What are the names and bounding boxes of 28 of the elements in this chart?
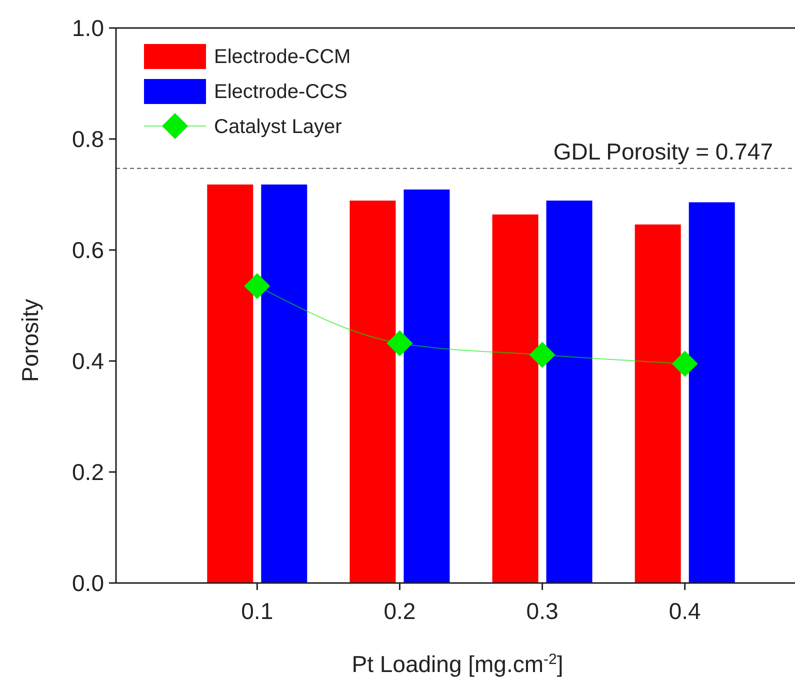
bar bbox=[688, 202, 735, 583]
point bbox=[672, 350, 698, 377]
point bbox=[244, 273, 270, 300]
bar bbox=[207, 184, 254, 583]
y-tick-label: 0.8 bbox=[72, 126, 104, 152]
y-tick-label: 0.0 bbox=[72, 570, 104, 596]
y-tick-label: 0.4 bbox=[72, 348, 104, 374]
y-tick-label: 0.6 bbox=[72, 237, 104, 264]
x-tick-label: 0.4 bbox=[668, 598, 702, 624]
bar bbox=[261, 184, 308, 583]
bar bbox=[546, 200, 592, 583]
legend-label: Electrode-CCM bbox=[214, 46, 351, 68]
x-tick-label: 0.2 bbox=[384, 598, 416, 624]
point bbox=[386, 330, 413, 356]
y-tick-label: 0.2 bbox=[72, 459, 104, 486]
bar bbox=[404, 190, 450, 583]
x-axis-title: Pt Loading [mg.cm$^{-2}$] bbox=[352, 650, 564, 677]
bar bbox=[350, 200, 396, 583]
y-axis-title: Porosity bbox=[17, 298, 43, 382]
legend-label: Catalyst Layer bbox=[214, 116, 342, 138]
y-tick-label: 1.0 bbox=[72, 15, 104, 42]
x-tick-label: 0.3 bbox=[526, 598, 558, 624]
point bbox=[529, 342, 556, 368]
bar bbox=[492, 214, 538, 583]
legend-label: Electrode-CCS bbox=[214, 81, 348, 103]
x-tick-label: 0.1 bbox=[241, 598, 274, 624]
bar bbox=[634, 224, 681, 583]
ref-line-label: GDL Porosity = 0.747 bbox=[553, 138, 773, 164]
